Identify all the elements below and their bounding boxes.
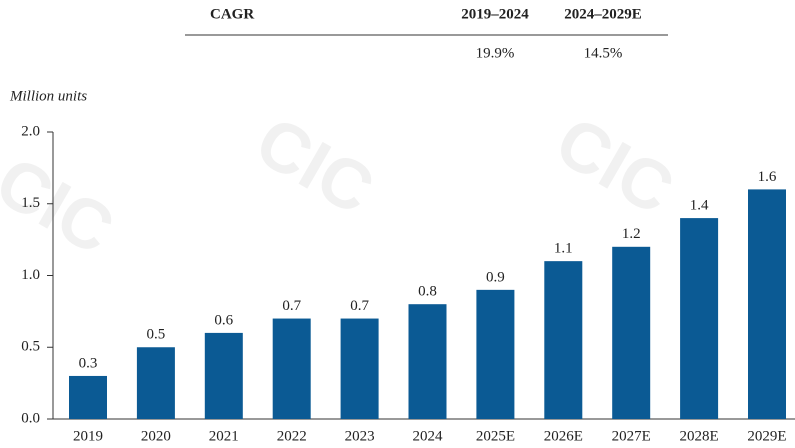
x-tick-label: 2022 [277,428,307,444]
y-tick-label: 1.5 [21,195,40,211]
bar [136,347,175,419]
x-tick-label: 2023 [345,428,375,444]
value-label: 1.4 [690,198,709,214]
x-tick-label: 2020 [141,428,171,444]
cagr-column: 2024–2029E [564,6,642,22]
value-label: 1.1 [554,241,573,257]
y-axis-label: Million units [9,88,87,104]
cagr-column: 2019–2024 [461,6,529,22]
value-label: 0.8 [418,284,437,300]
value-label: 0.3 [79,355,98,371]
bar [544,261,583,419]
bar [340,318,379,419]
bar [748,189,786,419]
bar [272,318,311,419]
watermark: CIC [243,101,386,229]
bar [204,332,243,419]
x-tick-label: 2027E [612,428,651,444]
bar [612,246,651,419]
x-tick-label: 2026E [544,428,583,444]
value-label: 0.7 [282,298,301,314]
x-tick-label: 2028E [680,428,719,444]
value-label: 1.6 [758,169,777,185]
value-label: 0.7 [350,298,369,314]
x-tick-label: 2025E [476,428,515,444]
y-tick-label: 1.0 [21,267,40,283]
y-tick-label: 0.5 [21,339,40,355]
bar [69,375,107,419]
watermark: CIC [543,101,686,229]
bar [408,304,447,419]
value-label: 0.5 [147,327,166,343]
value-label: 1.2 [622,226,641,242]
bar [476,289,515,419]
cagr-title: CAGR [210,6,254,22]
cagr-value: 19.9% [476,45,515,61]
value-label: 0.9 [486,269,505,285]
bar [680,218,719,419]
x-tick-label: 2019 [73,428,103,444]
y-tick-label: 0.0 [21,410,40,426]
watermark: CIC [0,141,127,269]
value-label: 0.6 [214,312,233,328]
watermarks: CIC CIC CIC [0,101,687,269]
y-tick-label: 2.0 [21,123,40,139]
x-tick-label: 2024 [413,428,444,444]
x-tick-label: 2029E [747,428,786,444]
x-tick-label: 2021 [209,428,239,444]
cagr-value: 14.5% [584,45,623,61]
